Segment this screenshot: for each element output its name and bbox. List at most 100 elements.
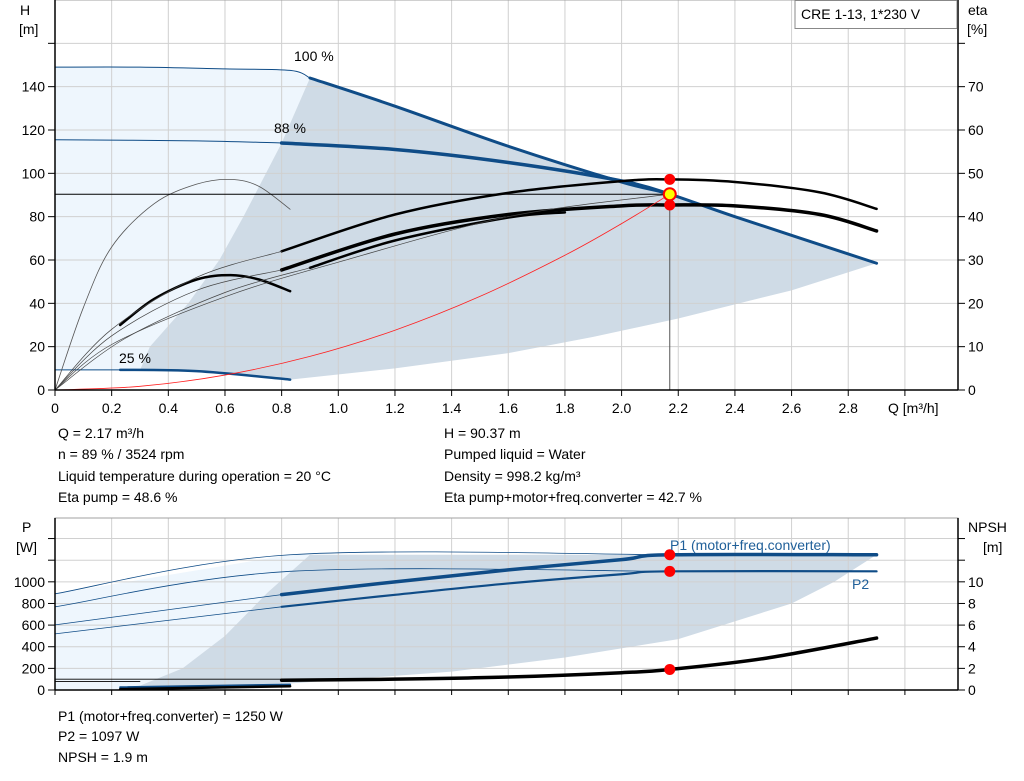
curve-label-25: 25 % — [119, 350, 151, 366]
y-tick-label-right: 2 — [968, 660, 976, 676]
y-tick-label-right: 50 — [968, 165, 984, 181]
y-tick-label-right: 20 — [968, 295, 984, 311]
series-line-eta-11 — [54, 250, 282, 391]
y-axis-label-h: H — [20, 2, 30, 18]
y-tick-label-left: 120 — [22, 122, 46, 138]
y-axis-unit-eta: [%] — [967, 21, 987, 37]
y-tick-label-left: 100 — [22, 165, 46, 181]
y-tick-label-right: 40 — [968, 209, 984, 225]
y-tick-label-left: 800 — [22, 595, 46, 611]
y-tick-label-left: 0 — [37, 382, 45, 398]
info-head: H = 90.37 m — [444, 425, 521, 441]
series-line-h-2 — [54, 139, 283, 144]
y-tick-label-left: 80 — [29, 209, 45, 225]
x-tick-label: 1.8 — [555, 400, 575, 416]
operating-point-marker-eta — [664, 199, 676, 211]
series-line-h-5 — [118, 368, 292, 381]
series-line-p-9 — [118, 684, 292, 691]
y-axis-label-eta: eta — [968, 2, 988, 18]
series-line-h-0 — [54, 66, 311, 79]
y-tick-label-left: 400 — [22, 639, 46, 655]
y-tick-label-left: 140 — [22, 79, 46, 95]
info-liquid: Pumped liquid = Water — [444, 446, 586, 462]
series-line-p-0 — [54, 551, 671, 595]
series-line-eta-13 — [54, 267, 311, 391]
legend-title: CRE 1-13, 1*230 V — [801, 6, 921, 22]
y-tick-label-right: 8 — [968, 595, 976, 611]
y-tick-label-right: 0 — [968, 682, 976, 698]
info-flow: Q = 2.17 m³/h — [58, 425, 144, 441]
series-line-p-1 — [54, 568, 671, 608]
y-tick-label-right: 4 — [968, 639, 976, 655]
series-line-p-3 — [54, 606, 283, 635]
y-tick-label-left: 0 — [37, 682, 45, 698]
y-axis-label-p: P — [22, 519, 31, 535]
operating-point-info: Q = 2.17 m³/h n = 89 % / 3524 rpm Liquid… — [58, 425, 702, 505]
x-axis-label: Q [m³/h] — [888, 400, 939, 416]
info-p2: P2 = 1097 W — [58, 728, 140, 744]
series-line-eta-6 — [280, 178, 878, 253]
series-label-p2: P2 — [852, 576, 869, 592]
y-tick-label-right: 60 — [968, 122, 984, 138]
series-line-h-3 — [279, 141, 672, 196]
x-tick-label: 0.6 — [215, 400, 235, 416]
operating-point-marker-npsh — [664, 663, 676, 675]
curve-label-100: 100 % — [294, 48, 334, 64]
info-eta-pump: Eta pump = 48.6 % — [58, 489, 177, 505]
info-density: Density = 998.2 kg/m³ — [444, 468, 581, 484]
operating-point-marker-p — [664, 549, 676, 561]
info-eta-total: Eta pump+motor+freq.converter = 42.7 % — [444, 489, 702, 505]
series-line-eta-14 — [54, 193, 671, 391]
info-p1: P1 (motor+freq.converter) = 1250 W — [58, 708, 284, 724]
fill-light-region — [55, 67, 310, 371]
y-axis-unit-h: [m] — [19, 21, 38, 37]
curve-label-88: 88 % — [274, 120, 306, 136]
y-tick-label-left: 60 — [29, 252, 45, 268]
series-line-p-4 — [279, 552, 879, 597]
duty-point-marker — [662, 187, 677, 202]
series-line-p-8 — [119, 683, 292, 689]
x-tick-label: 0.8 — [272, 400, 292, 416]
x-tick-label: 1.4 — [442, 400, 462, 416]
x-tick-label: 0 — [51, 400, 59, 416]
fill-range-region — [111, 554, 877, 690]
y-tick-label-left: 1000 — [14, 574, 45, 590]
y-tick-label-right: 0 — [968, 382, 976, 398]
y-axis-unit-p: [W] — [16, 539, 37, 555]
series-line-p-5 — [280, 570, 878, 608]
y-tick-label-right: 10 — [968, 574, 984, 590]
y-tick-label-right: 10 — [968, 339, 984, 355]
series-line-eta-7 — [279, 203, 879, 272]
x-tick-label: 1.6 — [499, 400, 519, 416]
operating-point-marker-p — [664, 565, 676, 577]
x-tick-label: 1.2 — [385, 400, 405, 416]
x-tick-label: 0.2 — [102, 400, 122, 416]
y-axis-label-npsh: NPSH — [968, 519, 1007, 535]
y-tick-label-left: 600 — [22, 617, 46, 633]
series-line-eta-10 — [118, 273, 292, 327]
x-tick-label: 2.4 — [725, 400, 745, 416]
series-line-npsh-10 — [279, 636, 879, 683]
y-tick-label-right: 6 — [968, 617, 976, 633]
info-temperature: Liquid temperature during operation = 20… — [58, 468, 331, 484]
operating-point-marker-eta — [664, 173, 676, 185]
power-info: P1 (motor+freq.converter) = 1250 W P2 = … — [58, 708, 284, 765]
info-speed: n = 89 % / 3524 rpm — [58, 446, 184, 462]
y-tick-label-left: 40 — [29, 295, 45, 311]
y-tick-label-right: 70 — [968, 79, 984, 95]
y-tick-label-left: 200 — [22, 660, 46, 676]
series-label-p1: P1 (motor+freq.converter) — [670, 537, 831, 553]
series-line-eta-12 — [54, 269, 282, 391]
series-line-eta-9 — [54, 178, 291, 391]
x-tick-label: 2.2 — [669, 400, 689, 416]
x-tick-label: 0.4 — [159, 400, 179, 416]
x-tick-label: 2.6 — [782, 400, 802, 416]
y-tick-label-right: 30 — [968, 252, 984, 268]
y-axis-unit-npsh: [m] — [983, 539, 1002, 555]
head-efficiency-chart: 0 20 40 60 80 100 120 140 0 10 20 30 40 50 60 70 0 0.2 0.4… — [19, 0, 988, 416]
info-npsh: NPSH = 1.9 m — [58, 749, 148, 765]
legend-box — [794, 0, 958, 29]
x-tick-label: 2.8 — [839, 400, 859, 416]
